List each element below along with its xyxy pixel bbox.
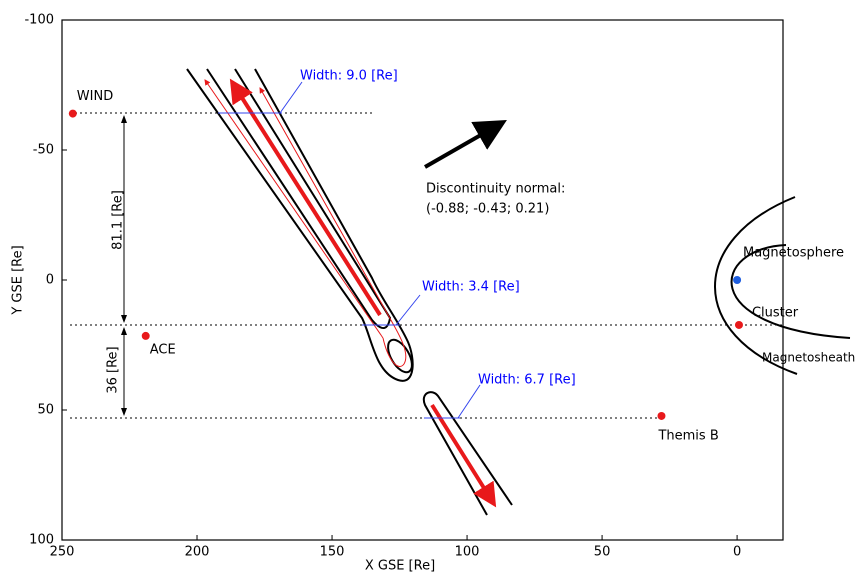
annotation: Magnetosphere xyxy=(743,246,844,261)
point xyxy=(68,109,77,118)
x-tick-label: 100 xyxy=(455,545,480,560)
annotation: Width: 9.0 [Re] xyxy=(300,69,398,84)
annotation: 81.1 [Re] xyxy=(111,190,126,250)
point-label: Cluster xyxy=(752,305,799,320)
point-label: WIND xyxy=(77,89,113,104)
y-tick-label: -50 xyxy=(33,143,54,158)
decorations xyxy=(70,68,851,516)
x-tick-label: 250 xyxy=(50,545,75,560)
y-tick-label: 0 xyxy=(46,273,54,288)
y-axis-label: Y GSE [Re] xyxy=(11,245,26,315)
x-axis-label: X GSE [Re] xyxy=(365,559,435,572)
annotation: 36 [Re] xyxy=(106,346,121,393)
annotation: Magnetosheath xyxy=(762,351,855,365)
x-tick-label: 150 xyxy=(320,545,345,560)
point xyxy=(657,411,666,420)
point xyxy=(141,331,150,340)
annotation: Discontinuity normal: xyxy=(426,182,565,197)
point xyxy=(734,320,743,329)
y-tick-label: 50 xyxy=(37,403,54,418)
point-label: ACE xyxy=(150,342,176,357)
y-tick-label: -100 xyxy=(24,13,54,28)
x-tick-label: 200 xyxy=(185,545,210,560)
annotation: (-0.88; -0.43; 0.21) xyxy=(426,202,549,217)
annotation: Width: 3.4 [Re] xyxy=(422,280,520,295)
annotation: Width: 6.7 [Re] xyxy=(478,373,576,388)
y-tick-label: 100 xyxy=(29,533,54,548)
point-label: Themis B xyxy=(657,428,718,443)
point xyxy=(733,276,742,284)
x-tick-label: 50 xyxy=(594,545,611,560)
x-tick-label: 0 xyxy=(733,545,741,560)
